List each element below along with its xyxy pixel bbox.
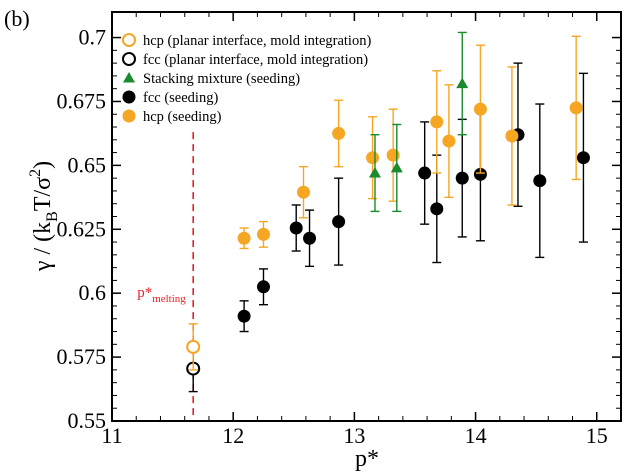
- data-point: [332, 215, 346, 229]
- data-point: [289, 221, 303, 235]
- data-point: [366, 151, 380, 165]
- y-axis-title-end: ): [30, 161, 56, 169]
- data-point: [256, 280, 270, 294]
- legend-marker-hcp-seeding: [122, 109, 136, 123]
- x-tick-label: 11: [101, 423, 122, 448]
- data-point: [455, 171, 469, 185]
- data-point: [418, 166, 432, 180]
- data-point: [473, 102, 487, 116]
- series-hcp-planar-interface-mold-integration: [186, 323, 201, 371]
- data-point: [237, 231, 251, 245]
- legend-marker-stacking-mixture-seeding: [123, 72, 135, 83]
- series-stacking-mixture-seeding: [368, 31, 469, 213]
- legend-marker-hcp-planar-interface-mold-integration: [122, 33, 136, 47]
- legend-label-fcc-seeding: fcc (seeding): [143, 90, 218, 106]
- y-tick-label: 0.55: [68, 408, 107, 433]
- svg-text:γ / (kBT/σ2): γ / (kBT/σ2): [27, 161, 61, 272]
- data-point: [390, 161, 403, 173]
- data-point: [368, 167, 381, 178]
- data-point: [186, 339, 201, 354]
- y-axis-title-sub: B: [44, 211, 61, 222]
- plot-frame: [111, 11, 622, 422]
- legend-label-hcp-planar-interface-mold-integration: hcp (planar interface, mold integration): [143, 33, 371, 49]
- data-point: [456, 77, 469, 89]
- legend-marker-fcc-seeding: [122, 90, 136, 104]
- y-tick-label: 0.625: [57, 216, 107, 241]
- legend-label-fcc-planar-interface-mold-integration: fcc (planar interface, mold integration): [143, 52, 368, 68]
- data-point: [332, 126, 346, 140]
- data-layer: [186, 31, 590, 393]
- y-tick-label: 0.675: [57, 88, 107, 113]
- x-tick-label: 13: [343, 423, 365, 448]
- melting-label: p*melting: [137, 285, 186, 305]
- x-axis-title: p*: [355, 446, 379, 472]
- data-point: [473, 167, 487, 181]
- y-tick-label: 0.6: [79, 280, 107, 305]
- data-point: [303, 231, 317, 245]
- data-point: [569, 101, 583, 115]
- data-point: [237, 309, 251, 323]
- data-point: [442, 134, 456, 148]
- melting-annotation: p*melting: [137, 132, 194, 421]
- y-axis-title: γ / (kBT/σ2): [27, 161, 61, 272]
- data-point: [430, 202, 444, 216]
- data-point: [430, 115, 444, 129]
- x-tick-label: 14: [465, 423, 487, 448]
- data-point: [256, 227, 270, 241]
- legend: hcp (planar interface, mold integration)…: [122, 33, 371, 125]
- x-tick-label: 15: [586, 423, 608, 448]
- data-point: [386, 148, 400, 162]
- y-axis-title-base: γ / (k: [30, 222, 56, 272]
- data-point: [505, 129, 519, 143]
- legend-label-stacking-mixture-seeding: Stacking mixture (seeding): [143, 71, 300, 87]
- series-fcc-seeding: [237, 62, 590, 333]
- axis-ticks: 11 12 13 14 15 0.55 0.575 0.6 0.625 0.65 0.675 0.7: [57, 12, 621, 448]
- y-axis-title-sup: 2: [27, 169, 44, 177]
- y-tick-label: 0.575: [57, 344, 107, 369]
- data-point: [296, 185, 310, 199]
- y-tick-label: 0.65: [68, 152, 107, 177]
- data-point: [533, 174, 547, 188]
- legend-marker-fcc-planar-interface-mold-integration: [122, 52, 136, 66]
- y-tick-label: 0.7: [79, 25, 107, 50]
- legend-label-hcp-seeding: hcp (seeding): [143, 109, 222, 125]
- x-tick-label: 12: [222, 423, 244, 448]
- data-point: [576, 151, 590, 165]
- panel-label: (b): [4, 6, 30, 31]
- series-hcp-seeding: [237, 35, 583, 250]
- y-axis-title-mid: T/σ: [30, 177, 56, 211]
